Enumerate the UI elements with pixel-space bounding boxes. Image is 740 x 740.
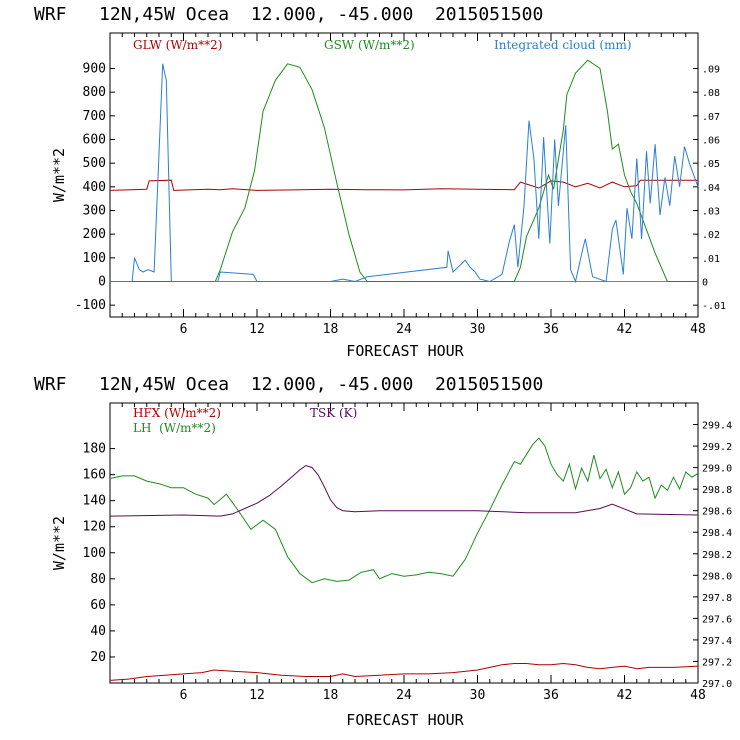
y2-tick-label: 298.8 [702,485,732,496]
top-plot-frame [109,32,699,318]
y2-tick-label: 298.4 [702,528,732,539]
y2-tick-label: .06 [702,136,720,147]
y-tick-label: 140 [83,494,106,509]
integrated-cloud-series-line [110,63,699,284]
bottom-panel: WRF 12N,45W Ocea 12.000, -45.000 2015051… [34,374,732,729]
bottom-plot-frame [109,402,699,684]
y-tick-label: 120 [83,520,106,535]
y-tick-label: 600 [83,133,106,148]
legend-glw: GLW (W/m**2) [133,38,222,52]
bottom-left-axis-ticks: 20 40 60 80 100 120 140 160 180 [83,442,115,665]
y2-tick-label: 0 [702,278,708,289]
top-panel: WRF 12N,45W Ocea 12.000, -45.000 2015051… [34,4,726,360]
x-tick-label: 24 [396,688,412,703]
x-tick-label: 24 [396,322,412,337]
y2-tick-label: 298.0 [702,571,732,582]
y2-tick-label: 299.0 [702,464,732,475]
legend-lh: LH (W/m**2) [133,421,216,435]
x-tick-label: 36 [543,688,559,703]
x-tick-label: 36 [543,322,559,337]
top-y-axis-label: W/m**2 [50,148,68,202]
y2-tick-label: 299.4 [702,421,732,432]
y2-tick-label: 297.4 [702,636,732,647]
x-tick-label: 42 [617,688,633,703]
y2-tick-label: 297.6 [702,614,732,625]
x-tick-label: 6 [180,322,188,337]
y2-tick-label: .01 [702,254,720,265]
glw-series-line [109,179,698,191]
y-tick-label: 60 [90,598,106,613]
y-tick-label: 100 [83,251,106,266]
y2-tick-label: .09 [702,65,720,76]
gsw-series-line [110,59,698,282]
y2-tick-label: 297.2 [702,657,732,668]
x-tick-label: 18 [323,322,339,337]
y2-tick-label: 297.8 [702,593,732,604]
bottom-x-axis-ticks: 6 12 18 24 30 36 42 48 [121,403,706,703]
y2-tick-label: 298.2 [702,550,732,561]
y2-tick-label: .04 [702,183,720,194]
y2-tick-label: .02 [702,230,720,241]
x-tick-label: 30 [470,322,486,337]
y2-tick-label: 298.6 [702,507,732,518]
y-tick-label: 400 [83,180,106,195]
bottom-y-axis-label: W/m**2 [50,516,68,570]
legend-gsw: GSW (W/m**2) [324,38,415,52]
x-tick-label: 48 [690,688,706,703]
y2-tick-label: .08 [702,88,720,99]
top-x-axis-ticks: 6 12 18 24 30 36 42 48 [121,33,706,337]
y2-tick-label: .03 [702,207,720,218]
y2-tick-label: .05 [702,159,720,170]
x-tick-label: 18 [323,688,339,703]
x-tick-label: 48 [690,322,706,337]
top-x-axis-label: FORECAST HOUR [346,342,464,360]
bottom-panel-title: WRF 12N,45W Ocea 12.000, -45.000 2015051… [34,374,543,395]
y2-tick-label: .07 [702,112,720,123]
y-tick-label: 500 [83,156,106,171]
y-tick-label: 180 [83,442,106,457]
legend-tsk: TSK (K) [310,406,357,420]
y-tick-label: 900 [83,62,106,77]
x-tick-label: 12 [249,688,265,703]
y2-tick-label: 299.2 [702,442,732,453]
y-tick-label: 160 [83,468,106,483]
y-tick-label: 800 [83,85,106,100]
bottom-x-axis-label: FORECAST HOUR [346,711,464,729]
bottom-right-axis-ticks: 297.0 297.2 297.4 297.6 297.8 298.0 298.2 298.4… [693,421,732,690]
y-tick-label: 20 [90,650,106,665]
x-tick-label: 30 [470,688,486,703]
y-tick-label: 200 [83,227,106,242]
legend-integrated-cloud: Integrated cloud (mm) [494,38,632,52]
legend-hfx: HFX (W/m**2) [133,406,221,420]
y-tick-label: 40 [90,624,106,639]
hfx-series-line [109,662,699,681]
lh-series-line [109,437,699,584]
y-tick-label: 100 [83,546,106,561]
y-tick-label: 0 [98,275,106,290]
top-left-axis-ticks: -100 0 100 200 300 400 500 600 700 800 900 [75,62,115,313]
y-tick-label: 700 [83,109,106,124]
y-tick-label: 80 [90,572,106,587]
y2-tick-label: -.01 [702,301,726,312]
tsk-series-line [109,464,699,517]
top-panel-title: WRF 12N,45W Ocea 12.000, -45.000 2015051… [34,4,543,25]
y-tick-label: 300 [83,204,106,219]
y-tick-label: -100 [75,298,106,313]
x-tick-label: 12 [249,322,265,337]
x-tick-label: 6 [180,688,188,703]
x-tick-label: 42 [617,322,633,337]
y2-tick-label: 297.0 [702,679,732,690]
